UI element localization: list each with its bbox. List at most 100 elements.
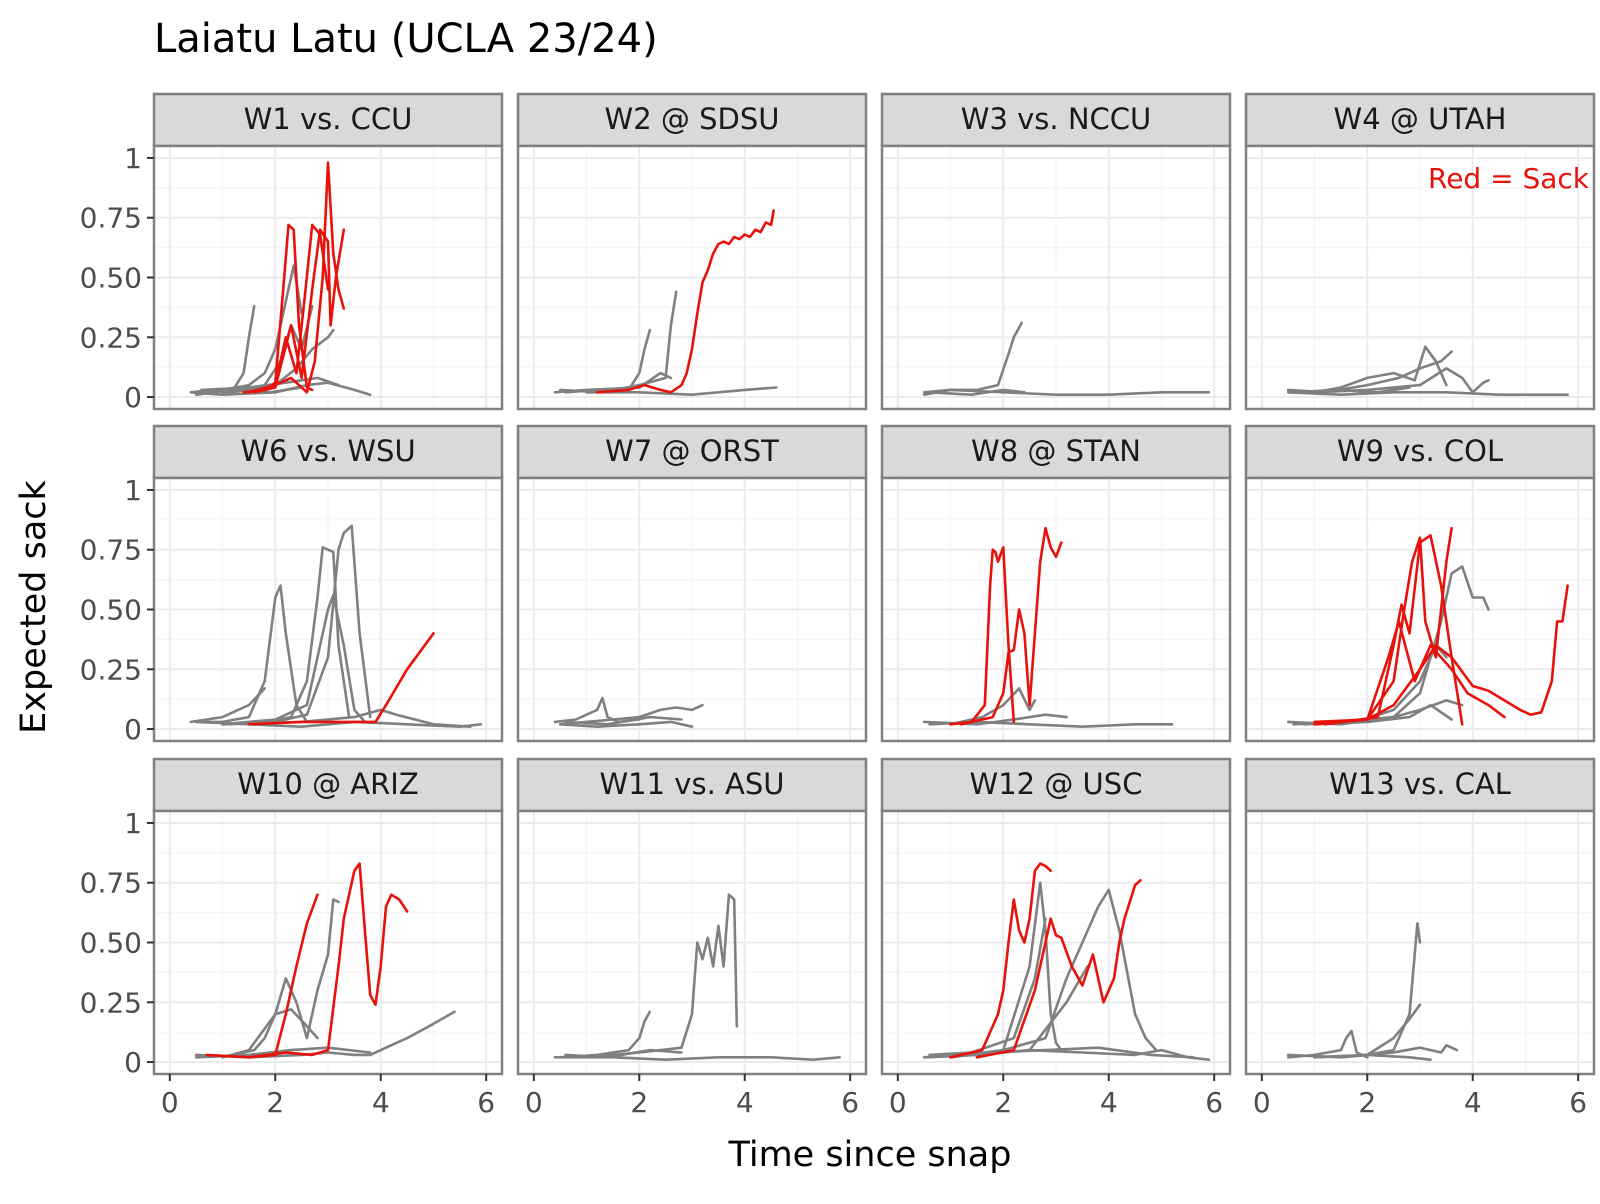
facet-strip [152,92,504,148]
no-sack-series-line [585,386,778,397]
y-tick-label: 0.75 [80,867,142,900]
no-sack-series-line [928,388,1026,397]
facet-panel: W9 vs. COL [1244,424,1596,743]
panel-border [516,476,868,743]
facet-panel: W11 vs. ASU 0 2 4 6 [516,757,868,1119]
x-tick-label: 4 [372,1086,390,1119]
facet-panel: W8 @ STAN [880,424,1232,743]
y-tick-label: 0.25 [80,986,142,1019]
panel-border [1244,476,1596,743]
facets-layer: W1 vs. CCU 0 0.25 0.50 0.75 1 W2 @ SDSU W3 vs. … [80,92,1596,1119]
no-sack-series-line [564,715,683,726]
no-sack-series-line [558,703,704,726]
x-tick-label: 4 [1100,1086,1118,1119]
no-sack-series-line [1313,703,1453,726]
facet-panel: W7 @ ORST [516,424,868,743]
facet-panel: W3 vs. NCCU [880,92,1232,411]
facet-strip [880,424,1232,480]
no-sack-series-line [189,687,267,724]
sack-series-line [959,526,1063,726]
facet-strip [516,424,868,480]
sack-series-line [949,545,1016,726]
x-tick-label: 2 [630,1086,648,1119]
y-tick-label: 0.25 [80,653,142,686]
no-sack-series-line [949,881,1063,1059]
no-sack-series-line [949,888,1158,1059]
panel-border [880,144,1232,411]
facet-strip-label: W10 @ ARIZ [237,767,418,801]
x-tick-label: 0 [525,1086,543,1119]
facet-strip-label: W6 vs. WSU [240,434,415,468]
y-tick-label: 0.75 [80,534,142,567]
x-tick-label: 6 [1205,1086,1223,1119]
facet-strip-label: W12 @ USC [970,767,1143,801]
y-tick-label: 0.25 [80,321,142,354]
sack-series-line [263,161,346,394]
no-sack-series-line [1313,1053,1432,1061]
sack-series-line [595,209,776,394]
no-sack-series-line [221,593,367,726]
x-tick-label: 0 [1253,1086,1271,1119]
facet-strip [152,424,504,480]
no-sack-series-line [221,898,340,1059]
x-tick-label: 2 [994,1086,1012,1119]
y-tick-label: 0.50 [80,594,142,627]
panel-border [516,144,868,411]
facet-strip-label: W7 @ ORST [605,434,779,468]
y-tick-label: 1 [124,142,142,175]
chart-title: Laiatu Latu (UCLA 23/24) [154,16,658,62]
no-sack-series-line [1313,367,1490,394]
sack-series-line [247,632,435,726]
panel-border [1244,144,1596,411]
x-tick-label: 4 [736,1086,754,1119]
sack-series-line [1323,534,1464,726]
sack-series-line [252,228,346,394]
facet-strip [1244,424,1596,480]
x-tick-label: 4 [1464,1086,1482,1119]
facet-panel: W1 vs. CCU 0 0.25 0.50 0.75 1 [80,92,504,414]
no-sack-series-line [221,524,372,726]
facet-strip [880,757,1232,813]
x-tick-label: 2 [1358,1086,1376,1119]
sack-annotation: Red = Sack [1428,162,1590,195]
facet-strip-label: W11 vs. ASU [600,767,785,801]
facet-panel: W4 @ UTAH Red = Sack [1244,92,1596,411]
no-sack-series-line [558,720,694,729]
no-sack-series-line [585,893,739,1059]
panel-border [880,476,1232,743]
panel-border [1244,809,1596,1076]
y-axis-label: Expected sack [14,479,54,733]
x-tick-label: 6 [841,1086,859,1119]
y-tick-label: 0 [124,381,142,414]
y-tick-label: 0.50 [80,927,142,960]
panel-border [516,809,868,1076]
sack-series-line [949,862,1052,1059]
no-sack-series-line [938,1046,1195,1059]
no-sack-series-line [1286,390,1569,397]
sack-series-line [247,223,330,394]
facet-strip [516,757,868,813]
facet-strip-label: W8 @ STAN [971,434,1141,468]
y-tick-label: 0 [124,1046,142,1079]
x-tick-label: 0 [161,1086,179,1119]
sack-series-line [975,878,1142,1059]
facet-panel: W12 @ USC 0 2 4 6 [880,757,1232,1119]
facet-panel: W6 vs. WSU 0 0.25 0.50 0.75 1 [80,424,504,746]
facet-strip-label: W3 vs. NCCU [961,102,1151,136]
x-tick-label: 2 [266,1086,284,1119]
no-sack-series-line [553,696,641,724]
x-tick-label: 0 [889,1086,907,1119]
y-tick-label: 0.50 [80,262,142,295]
panel-border [880,809,1232,1076]
no-sack-series-line [922,388,1211,397]
no-sack-series-line [200,376,340,392]
facet-strip-label: W4 @ UTAH [1334,102,1507,136]
x-tick-label: 6 [477,1086,495,1119]
no-sack-series-line [194,584,309,724]
y-tick-label: 1 [124,474,142,507]
x-tick-label: 6 [1569,1086,1587,1119]
y-tick-label: 0 [124,713,142,746]
facet-panel: W10 @ ARIZ 0 0.25 0.50 0.75 1 0 2 4 6 [80,757,504,1119]
